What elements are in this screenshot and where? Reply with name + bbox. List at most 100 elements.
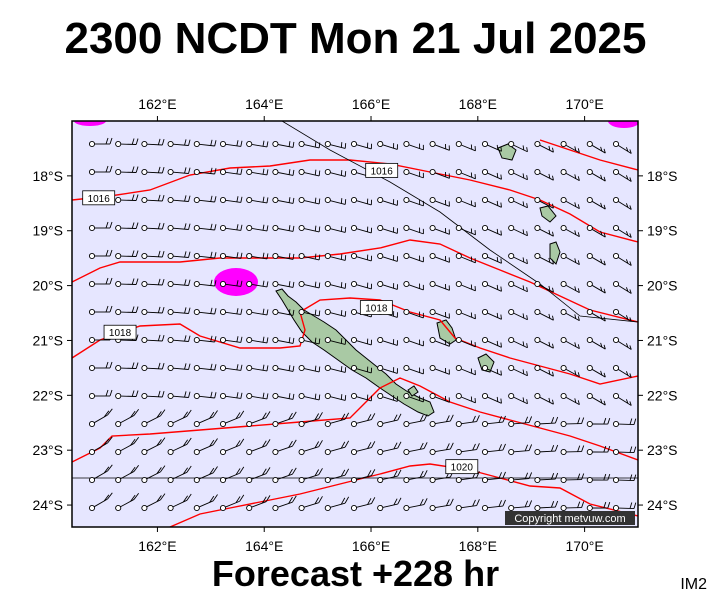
wind-barb — [115, 464, 140, 484]
lon-label-bottom: 166°E — [352, 538, 390, 554]
wind-barb — [167, 465, 192, 484]
wind-barb — [272, 224, 295, 232]
wind-barb — [324, 252, 347, 261]
wind-barb — [560, 280, 580, 294]
wind-barb — [403, 414, 428, 428]
wind-barb — [246, 467, 271, 484]
wind-barb — [324, 412, 350, 428]
svg-text:1020: 1020 — [451, 463, 474, 474]
wind-barb — [560, 308, 580, 322]
wind-barb — [88, 492, 113, 512]
wind-barb — [429, 196, 450, 207]
wind-barb — [403, 442, 428, 456]
wind-barb — [141, 334, 165, 344]
wind-barb — [246, 224, 269, 232]
wind-barb — [534, 500, 559, 512]
wind-barb — [560, 196, 580, 210]
copyright-box: Copyright metvuw.com — [505, 511, 635, 525]
wind-barb — [560, 445, 585, 456]
wind-barb — [141, 409, 166, 428]
wind-barb — [115, 278, 139, 288]
wind-barb — [324, 196, 347, 205]
wind-barb — [167, 493, 192, 512]
lat-label-right: 22°S — [647, 387, 678, 403]
wind-barb — [141, 465, 166, 484]
wind-barb — [429, 168, 450, 179]
wind-barb — [246, 252, 269, 260]
wind-barb — [377, 336, 398, 346]
wind-barb — [481, 336, 502, 348]
island-north-3 — [549, 241, 561, 265]
lat-label-left: 21°S — [32, 332, 63, 348]
wind-barb — [429, 414, 454, 428]
wind-barb — [481, 364, 502, 376]
wind-barb — [481, 471, 506, 484]
wind-barb — [403, 392, 424, 403]
wind-barb — [272, 411, 297, 428]
wind-barb — [246, 392, 269, 400]
wind-barb — [324, 140, 347, 149]
ocean — [72, 121, 638, 527]
wind-barb — [88, 137, 113, 148]
isobar-label: 1018 — [359, 300, 393, 315]
wind-barb — [141, 493, 166, 512]
wind-barb — [298, 280, 321, 289]
wind-barb — [481, 415, 506, 428]
wind-barb — [429, 308, 450, 319]
wind-barb — [141, 250, 165, 260]
wind-barb — [167, 139, 191, 148]
wind-barb — [429, 252, 450, 263]
wind-barb — [586, 336, 606, 350]
wind-barb — [586, 392, 606, 406]
wind-barb — [88, 408, 113, 428]
wind-barb — [246, 196, 269, 204]
wind-barb — [115, 250, 139, 260]
wind-barb — [246, 168, 269, 176]
wind-barb — [272, 392, 295, 400]
svg-text:1016: 1016 — [88, 194, 111, 205]
wind-barb — [429, 140, 450, 151]
wind-barb — [586, 252, 606, 266]
wind-barb — [560, 252, 580, 266]
wind-barb — [115, 306, 139, 316]
wind-barb — [534, 308, 554, 321]
wind-barb — [534, 252, 554, 265]
wind-barb — [88, 389, 113, 400]
wind-barb — [403, 498, 428, 512]
wind-barb — [377, 469, 402, 484]
wind-barb — [219, 140, 243, 148]
wind-barb — [586, 308, 606, 322]
wind-barb — [612, 308, 632, 322]
svg-text:1018: 1018 — [109, 328, 132, 339]
wind-barb — [586, 196, 606, 210]
wind-barb — [88, 436, 113, 456]
wind-barb — [219, 168, 243, 176]
wind-barb — [377, 224, 398, 234]
wind-barb — [586, 280, 606, 294]
wind-barb — [586, 473, 611, 484]
wind-barb — [508, 500, 533, 512]
wind-barb — [508, 168, 528, 181]
wind-barb — [429, 224, 450, 235]
wind-barb — [324, 440, 350, 456]
wind-barb — [403, 140, 424, 151]
wind-barb — [508, 224, 528, 237]
wind-barb — [246, 336, 269, 344]
wind-barb — [298, 392, 321, 401]
wind-barb — [534, 364, 554, 377]
wind-barb — [167, 307, 191, 316]
wind-barb — [403, 224, 424, 235]
lon-label-bottom: 162°E — [138, 538, 176, 554]
wind-barb — [403, 308, 424, 319]
wind-barb — [560, 168, 580, 182]
wind-barb — [88, 305, 113, 316]
lon-label-bottom: 168°E — [459, 538, 497, 554]
wind-barb — [455, 364, 476, 376]
wind-barb — [560, 364, 580, 378]
wind-barb — [219, 196, 243, 204]
wind-barb — [612, 336, 632, 350]
wind-barb — [455, 224, 476, 236]
wind-barb — [219, 364, 243, 372]
wind-barb — [219, 494, 245, 512]
